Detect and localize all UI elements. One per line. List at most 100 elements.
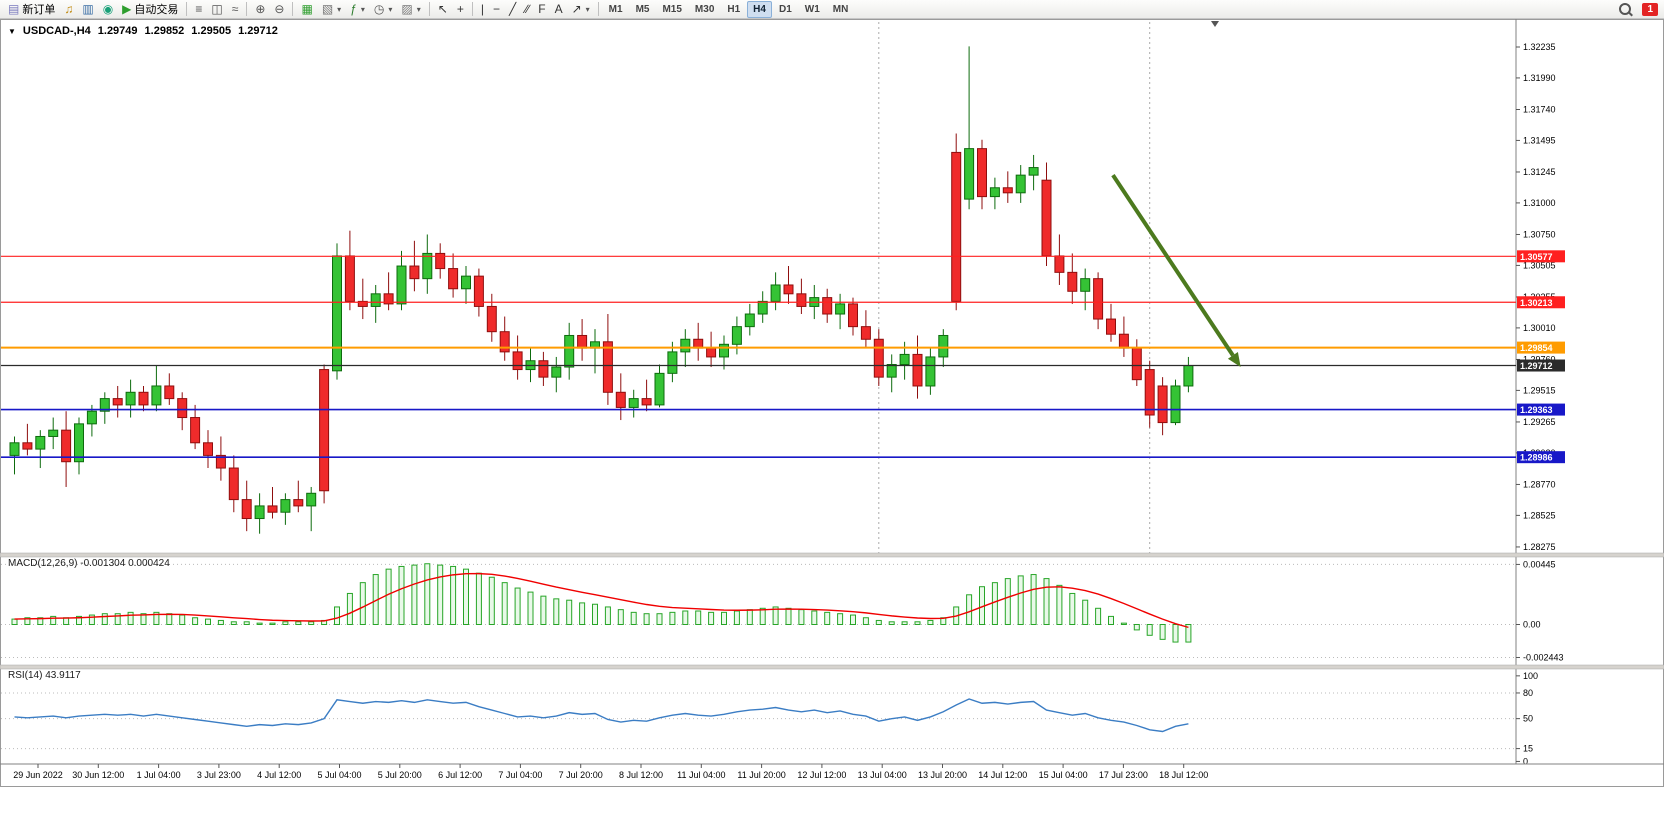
- chevron-down-icon[interactable]: ▼: [8, 26, 16, 36]
- templates-dropdown-icon[interactable]: ▾: [416, 4, 421, 14]
- macd-histogram-bar: [256, 622, 263, 626]
- bar-chart-mode-button[interactable]: ≡: [191, 0, 206, 19]
- macd-histogram-bar: [1159, 624, 1166, 640]
- timeframe-m1-button[interactable]: M1: [608, 3, 623, 15]
- sound-alert-button[interactable]: ♫: [60, 0, 77, 19]
- new-chart-button[interactable]: ▧ ▾: [318, 0, 345, 19]
- text-tool-button[interactable]: A: [551, 0, 567, 19]
- templates-button[interactable]: ▨ ▾: [397, 0, 424, 19]
- quote-open: 1.29749: [97, 25, 138, 37]
- timeframe-w1-button[interactable]: W1: [804, 3, 820, 15]
- channel-tool-button[interactable]: ∕∕: [521, 0, 533, 19]
- pane-splitter[interactable]: [0, 664, 1664, 670]
- candle: [267, 505, 278, 513]
- price-tick-label: 1.28770: [1523, 479, 1556, 489]
- timeframe-h4-button[interactable]: H4: [747, 0, 772, 18]
- candle: [977, 148, 987, 198]
- candle: [1067, 271, 1078, 292]
- vertical-line-tool-button[interactable]: |: [477, 0, 488, 19]
- arrows-tool-dropdown-icon[interactable]: ▾: [585, 4, 590, 14]
- channel-tool-icon: ∕∕: [525, 2, 530, 16]
- time-tick-label: 5 Jul 20:00: [378, 770, 422, 780]
- time-tick-label: 13 Jul 04:00: [858, 770, 907, 780]
- zoom-in-icon: ⊕: [255, 2, 266, 16]
- candle: [654, 372, 665, 406]
- tile-windows-button[interactable]: ▦: [297, 0, 316, 19]
- toolbar-separator: [428, 2, 430, 16]
- timeframe-d1-button[interactable]: D1: [778, 3, 792, 15]
- macd-histogram-bar: [1004, 578, 1011, 625]
- sound-alert-icon: ♫: [64, 2, 74, 16]
- cursor-tool-icon: ↖: [437, 2, 448, 16]
- timeframe-m5-button[interactable]: M5: [635, 3, 650, 15]
- macd-histogram-bar: [437, 564, 444, 625]
- rsi-tick-label: 100: [1523, 671, 1538, 681]
- zoom-out-button[interactable]: ⊖: [270, 0, 288, 19]
- macd-histogram-bar: [514, 587, 521, 625]
- timeframe-m30-button[interactable]: M30: [694, 3, 715, 15]
- trendline-tool-button[interactable]: ╱: [505, 0, 520, 19]
- crosshair-tool-button[interactable]: +: [453, 0, 468, 19]
- macd-histogram-bar: [205, 618, 211, 625]
- pane-splitter[interactable]: [0, 552, 1664, 558]
- new-chart-dropdown-icon[interactable]: ▾: [337, 4, 342, 14]
- macd-histogram-bar: [24, 617, 31, 625]
- zoom-out-icon: ⊖: [274, 2, 285, 16]
- candle: [473, 275, 484, 307]
- trend-arrow[interactable]: [1111, 174, 1235, 357]
- timeframe-m15-button[interactable]: M15: [662, 3, 682, 15]
- macd-histogram-bar: [334, 606, 340, 626]
- fibonacci-tool-button[interactable]: F: [534, 0, 549, 19]
- chart-shift-marker[interactable]: [1211, 21, 1219, 27]
- cursor-tool-button[interactable]: ↖: [434, 0, 452, 19]
- horizontal-line-tool-button[interactable]: −: [489, 0, 504, 19]
- indicators-button[interactable]: ƒ ▾: [346, 0, 369, 19]
- candle: [319, 369, 330, 492]
- macd-histogram-bar: [837, 613, 844, 626]
- search-button[interactable]: [1619, 3, 1632, 15]
- macd-histogram-bar: [88, 614, 95, 625]
- price-tag-label: 1.29712: [1520, 361, 1553, 371]
- new-order-button[interactable]: ▤ 新订单: [4, 0, 59, 19]
- zoom-in-button[interactable]: ⊕: [251, 0, 269, 19]
- auto-trading-button[interactable]: ▶ 自动交易: [118, 0, 182, 19]
- candle: [332, 255, 342, 372]
- time-tick-label: 11 Jul 04:00: [677, 770, 725, 780]
- notification-badge[interactable]: 1: [1642, 2, 1658, 16]
- macd-histogram-bar: [295, 621, 302, 625]
- timeframe-mn-button[interactable]: MN: [832, 3, 849, 15]
- macd-histogram-bar: [695, 610, 702, 625]
- periods-button[interactable]: ◷ ▾: [370, 0, 397, 19]
- candle: [938, 334, 949, 358]
- candle: [383, 293, 394, 305]
- auto-trading-label: 自动交易: [134, 4, 179, 16]
- rsi-tick-label: 50: [1523, 714, 1533, 724]
- connection-status-button[interactable]: ◉: [99, 0, 117, 19]
- candle: [1028, 167, 1039, 176]
- time-tick-label: 3 Jul 23:00: [197, 770, 241, 780]
- macd-histogram-bar: [927, 619, 934, 626]
- price-tag-label: 1.30577: [1520, 252, 1553, 262]
- macd-tick-label: 0.00: [1523, 620, 1541, 630]
- periods-dropdown-icon[interactable]: ▾: [388, 4, 393, 14]
- candle: [125, 391, 136, 406]
- toolbar-separator: [246, 2, 248, 16]
- macd-histogram-bar: [1082, 599, 1089, 626]
- trendline-tool-icon: ╱: [508, 2, 517, 16]
- macd-histogram-bar: [785, 607, 792, 625]
- rsi-tick-label: 0: [1523, 756, 1528, 766]
- candle: [86, 410, 97, 425]
- macd-histogram-bar: [721, 611, 727, 625]
- line-chart-mode-button[interactable]: ≈: [228, 0, 243, 19]
- macd-histogram-bar: [682, 610, 689, 625]
- macd-histogram-bar: [566, 599, 573, 626]
- arrows-tool-button[interactable]: ↗ ▾: [568, 0, 594, 19]
- timeframe-h1-button[interactable]: H1: [727, 3, 741, 15]
- macd-histogram-bar: [888, 621, 895, 625]
- market-watch-button[interactable]: ▥: [78, 0, 97, 19]
- indicators-dropdown-icon[interactable]: ▾: [360, 4, 365, 14]
- macd-histogram-bar: [617, 609, 624, 626]
- candlestick-mode-button[interactable]: ◫: [207, 0, 226, 19]
- time-tick-label: 18 Jul 12:00: [1159, 770, 1208, 780]
